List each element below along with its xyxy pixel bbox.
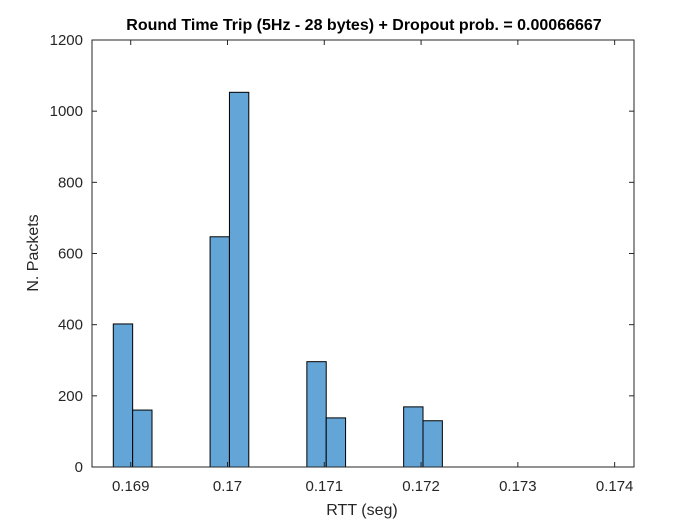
y-tick-label: 1000 <box>50 103 83 120</box>
x-tick-label: 0.169 <box>112 478 150 495</box>
y-axis-label: N. Packets <box>25 214 42 291</box>
y-axis: 0 200 400 600 800 1000 1200 <box>50 32 634 476</box>
plot-area-frame <box>91 39 635 468</box>
x-tick-label: 0.174 <box>596 478 634 495</box>
histogram-bar <box>325 417 347 468</box>
histogram-bar <box>132 409 153 468</box>
histogram-bar <box>422 420 443 468</box>
y-tick-label: 200 <box>58 388 83 405</box>
histogram-bar <box>306 361 327 468</box>
y-tick-label: 800 <box>58 174 83 191</box>
x-tick-label: 0.173 <box>499 478 537 495</box>
histogram-bar <box>112 323 134 468</box>
chart-title: Round Time Trip (5Hz - 28 bytes) + Dropo… <box>126 17 601 34</box>
y-tick-label: 600 <box>58 246 83 263</box>
y-tick-label: 1200 <box>50 32 83 49</box>
y-tick-label: 0 <box>75 459 83 476</box>
x-axis-label: RTT (seg) <box>326 502 397 519</box>
histogram-bar <box>209 236 230 468</box>
x-tick-label: 0.17 <box>213 478 242 495</box>
bars-group <box>112 91 617 468</box>
x-tick-label: 0.171 <box>306 478 344 495</box>
x-tick-label: 0.172 <box>402 478 440 495</box>
histogram-bar <box>403 406 424 468</box>
y-tick-label: 400 <box>58 317 83 334</box>
x-axis: 0.169 0.17 0.171 0.172 0.173 0.174 <box>112 40 633 495</box>
histogram-bar <box>228 91 250 468</box>
